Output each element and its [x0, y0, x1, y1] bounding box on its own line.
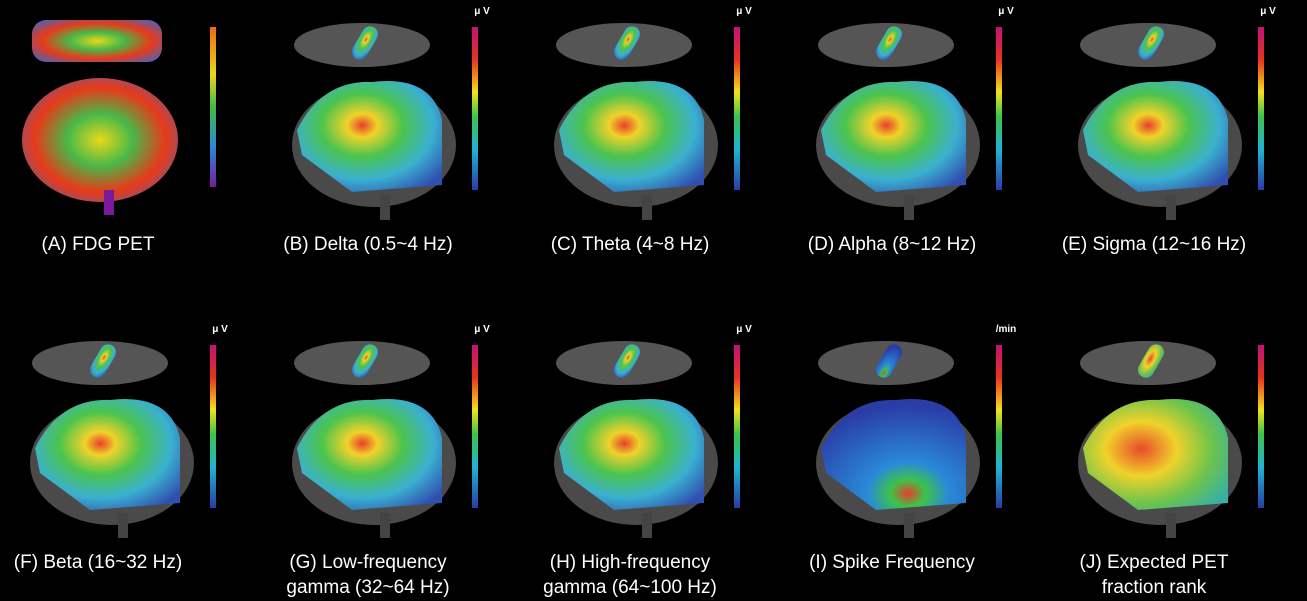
unit-label: μ V	[998, 6, 1014, 17]
figure: (A) FDG PET μ V (B) Delta (0.5~4 Hz) μ V (C)…	[0, 0, 1307, 601]
stem	[904, 513, 914, 538]
unit-label: μ V	[212, 324, 228, 335]
stem	[380, 513, 390, 538]
caption: (E) Sigma (12~16 Hz)	[1062, 234, 1246, 255]
stem	[904, 195, 914, 220]
colorbar	[210, 345, 216, 508]
page: (A) FDG PET μ V (B) Delta (0.5~4 Hz) μ V (C)…	[0, 0, 1307, 601]
stem	[642, 195, 652, 220]
unit-label: /min	[996, 324, 1017, 335]
caption: (D) Alpha (8~12 Hz)	[808, 234, 976, 255]
unit-label: μ V	[1260, 6, 1276, 17]
stem	[380, 195, 390, 220]
caption: (I) Spike Frequency	[809, 552, 975, 573]
unit-label: μ V	[474, 6, 490, 17]
stem	[1166, 513, 1176, 538]
stem	[642, 513, 652, 538]
caption: (C) Theta (4~8 Hz)	[551, 234, 710, 255]
caption: (F) Beta (16~32 Hz)	[14, 552, 182, 573]
colorbar	[1258, 345, 1264, 508]
caption: fraction rank	[1102, 577, 1207, 598]
caption: (A) FDG PET	[42, 234, 155, 255]
caption: (H) High-frequency	[550, 552, 711, 573]
colorbar	[1258, 27, 1264, 190]
colorbar	[472, 27, 478, 190]
caption: (G) Low-frequency	[289, 552, 447, 573]
pet-stem	[104, 190, 114, 215]
stem	[1166, 195, 1176, 220]
caption: gamma (32~64 Hz)	[286, 577, 449, 598]
colorbar	[734, 27, 740, 190]
caption: gamma (64~100 Hz)	[543, 577, 717, 598]
colorbar	[210, 27, 216, 187]
unit-label: μ V	[474, 324, 490, 335]
pet-slab	[32, 20, 162, 62]
caption: (B) Delta (0.5~4 Hz)	[283, 234, 452, 255]
caption: (J) Expected PET	[1080, 552, 1229, 573]
colorbar	[996, 27, 1002, 190]
pet-brain	[22, 78, 178, 202]
unit-label: μ V	[736, 6, 752, 17]
colorbar	[734, 345, 740, 508]
colorbar	[996, 345, 1002, 508]
unit-label: μ V	[736, 324, 752, 335]
stem	[118, 513, 128, 538]
colorbar	[472, 345, 478, 508]
